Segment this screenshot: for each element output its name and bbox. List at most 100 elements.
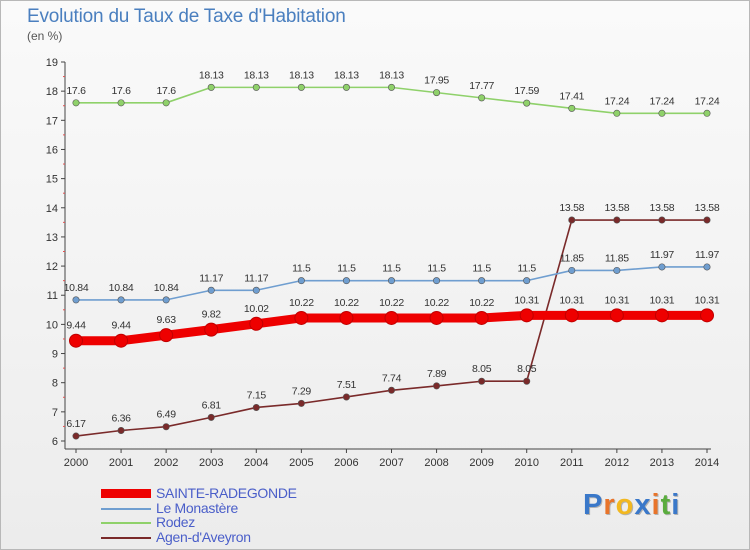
proxiti-logo-letter: r	[603, 489, 616, 521]
y-tick-label: 13	[46, 232, 58, 244]
data-point	[613, 266, 621, 274]
data-point	[700, 308, 714, 323]
x-tick-label: 2006	[334, 457, 358, 469]
data-label: 18.13	[199, 69, 224, 81]
y-tick-label: 9	[52, 349, 58, 361]
data-point	[342, 277, 350, 285]
data-label: 11.97	[695, 249, 719, 261]
data-point	[252, 403, 260, 411]
proxiti-logo-letter: i	[651, 489, 661, 521]
data-label: 17.41	[559, 90, 584, 102]
data-label: 13.58	[695, 202, 720, 214]
data-label: 10.22	[469, 297, 494, 309]
y-tick-label: 18	[46, 86, 58, 98]
data-point	[519, 308, 534, 323]
data-label: 8.05	[472, 363, 492, 375]
data-label: 7.29	[292, 385, 312, 397]
data-point	[159, 328, 174, 343]
data-point	[117, 296, 125, 304]
data-label: 17.6	[66, 85, 86, 97]
data-point	[429, 310, 444, 325]
data-label: 18.13	[244, 69, 269, 81]
data-point	[207, 413, 215, 421]
data-point	[384, 310, 399, 325]
data-point	[474, 310, 489, 325]
data-label: 9.44	[66, 320, 86, 332]
x-tick-label: 2004	[244, 457, 268, 469]
y-tick-label: 11	[47, 290, 58, 302]
x-tick-label: 2011	[560, 457, 584, 469]
data-label: 6.49	[157, 409, 177, 421]
data-label: 11.17	[244, 272, 268, 284]
x-tick-label: 2001	[109, 457, 133, 469]
data-point	[658, 263, 666, 271]
data-point	[433, 382, 441, 390]
data-label: 10.31	[514, 294, 539, 306]
x-tick-label: 2002	[154, 457, 178, 469]
data-point	[654, 308, 669, 323]
data-point	[703, 263, 711, 271]
data-point	[162, 99, 170, 107]
data-label: 17.24	[604, 95, 629, 107]
data-label: 11.17	[199, 272, 223, 284]
data-label: 10.31	[559, 294, 584, 306]
proxiti-logo-letter: x	[634, 489, 652, 521]
chart-subtitle: (en %)	[27, 29, 63, 43]
data-point	[387, 277, 395, 285]
data-label: 6.36	[111, 413, 131, 425]
y-tick-label: 17	[46, 115, 58, 127]
data-point	[114, 333, 129, 348]
data-label: 9.63	[157, 314, 177, 326]
data-point	[162, 423, 170, 431]
legend-swatch-agen-d-aveyron	[101, 536, 151, 539]
data-label: 6.81	[202, 399, 222, 411]
data-point	[342, 83, 350, 91]
x-tick-label: 2014	[695, 457, 719, 469]
legend-label-agen-d-aveyron: Agen-d'Aveyron	[156, 528, 251, 545]
y-tick-label: 6	[52, 436, 58, 448]
x-tick-label: 2000	[64, 457, 88, 469]
data-point	[613, 109, 621, 117]
proxiti-logo-letter: o	[615, 489, 635, 521]
data-label: 9.44	[111, 320, 131, 332]
data-label: 18.13	[289, 69, 314, 81]
x-tick-label: 2009	[469, 457, 493, 469]
proxiti-logo-letter: P	[583, 489, 604, 521]
data-point	[339, 310, 354, 325]
data-point	[568, 266, 576, 274]
data-label: 7.74	[382, 372, 402, 384]
data-point	[72, 296, 80, 304]
legend-swatch-le-monastere	[101, 507, 151, 510]
legend-label-le-monastere: Le Monastère	[156, 499, 239, 516]
data-point	[297, 83, 305, 91]
data-label: 17.6	[111, 85, 131, 97]
data-point	[252, 83, 260, 91]
y-tick-label: 19	[46, 57, 58, 69]
x-tick-label: 2010	[514, 457, 538, 469]
data-label: 7.15	[247, 389, 267, 401]
data-point	[523, 277, 531, 285]
data-label: 13.58	[604, 202, 629, 214]
data-point	[252, 286, 260, 294]
x-tick-label: 2013	[650, 457, 674, 469]
data-label: 11.85	[560, 252, 584, 264]
y-tick-label: 16	[46, 144, 58, 156]
data-point	[568, 216, 576, 224]
data-label: 13.58	[559, 202, 584, 214]
legend-swatch-sainte-radegonde	[101, 489, 151, 498]
y-tick-label: 7	[52, 407, 58, 419]
x-tick-label: 2005	[289, 457, 313, 469]
x-tick-label: 2003	[199, 457, 223, 469]
data-label: 7.51	[337, 379, 357, 391]
y-tick-label: 10	[46, 319, 58, 331]
data-point	[297, 399, 305, 407]
data-point	[433, 89, 441, 97]
data-label: 17.77	[469, 80, 494, 92]
data-point	[162, 296, 170, 304]
data-point	[69, 333, 83, 348]
data-label: 11.5	[292, 263, 311, 275]
y-tick-label: 14	[46, 203, 58, 215]
data-label: 10.22	[379, 297, 404, 309]
data-label: 10.02	[244, 303, 269, 315]
